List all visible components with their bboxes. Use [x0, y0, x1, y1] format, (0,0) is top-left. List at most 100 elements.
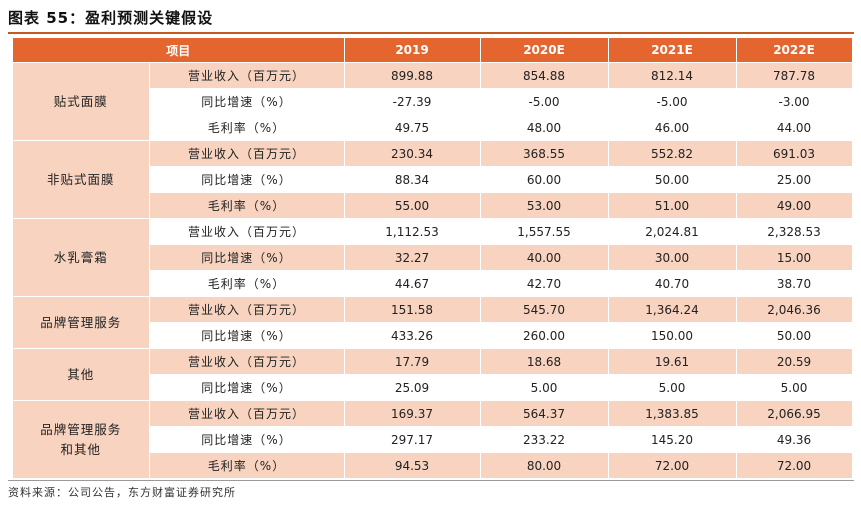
table-row: 毛利率（%） 49.75 48.00 46.00 44.00 [13, 114, 853, 141]
value-cell: 854.88 [480, 62, 609, 89]
group-label-line: 和其他 [60, 441, 101, 457]
value-cell: 545.70 [480, 296, 609, 323]
figure-title: 图表 55：盈利预测关键假设 [8, 9, 214, 27]
value-cell: -5.00 [608, 88, 737, 115]
group-label: 品牌管理服务 [13, 296, 150, 349]
table-row: 毛利率（%） 94.53 80.00 72.00 72.00 [13, 452, 853, 479]
value-cell: 80.00 [480, 452, 609, 479]
value-cell: 691.03 [736, 140, 853, 167]
value-cell: 169.37 [344, 400, 481, 427]
metric-label: 毛利率（%） [149, 270, 345, 297]
value-cell: 30.00 [608, 244, 737, 271]
value-cell: 1,383.85 [608, 400, 737, 427]
header-2019: 2019 [344, 38, 481, 63]
group-label-line: 品牌管理服务 [40, 421, 122, 437]
group-label-line: 贴式面膜 [53, 93, 108, 109]
group-label: 水乳膏霜 [13, 218, 150, 297]
table-row: 同比增速（%） 297.17 233.22 145.20 49.36 [13, 426, 853, 453]
value-cell: 20.59 [736, 348, 853, 375]
value-cell: 49.36 [736, 426, 853, 453]
value-cell: 44.00 [736, 114, 853, 141]
value-cell: 564.37 [480, 400, 609, 427]
value-cell: 787.78 [736, 62, 853, 89]
table-row: 非贴式面膜 营业收入（百万元） 230.34 368.55 552.82 691.03 [13, 140, 853, 219]
assumptions-table: 项目 2019 2020E 2021E 2022E 贴式面膜 营业收入（百万元） 8… [13, 38, 853, 479]
table-row: 水乳膏霜 营业收入（百万元） 1,112.53 1,557.55 2,024.81 2,3… [13, 218, 853, 297]
value-cell: 42.70 [480, 270, 609, 297]
value-cell: -5.00 [480, 88, 609, 115]
value-cell: 50.00 [608, 166, 737, 193]
metric-label: 营业收入（百万元） [149, 218, 345, 245]
value-cell: 88.34 [344, 166, 481, 193]
value-cell: 17.79 [344, 348, 481, 375]
header-row: 项目 2019 2020E 2021E 2022E [13, 38, 853, 63]
group-label: 贴式面膜 [13, 62, 150, 141]
value-cell: 49.00 [736, 192, 853, 219]
value-cell: 812.14 [608, 62, 737, 89]
value-cell: 51.00 [608, 192, 737, 219]
table-row: 品牌管理服务 营业收入（百万元） 151.58 545.70 1,364.24 2,046… [13, 296, 853, 349]
source-note: 资料来源：公司公告，东方财富证券研究所 [8, 486, 236, 499]
value-cell: 368.55 [480, 140, 609, 167]
group-label: 非贴式面膜 [13, 140, 150, 219]
header-2020e: 2020E [480, 38, 609, 63]
metric-label: 营业收入（百万元） [149, 296, 345, 323]
table-row: 同比增速（%） 25.09 5.00 5.00 5.00 [13, 374, 853, 401]
table-row: 同比增速（%） 32.27 40.00 30.00 15.00 [13, 244, 853, 271]
metric-label: 同比增速（%） [149, 426, 345, 453]
metric-label: 毛利率（%） [149, 452, 345, 479]
metric-label: 同比增速（%） [149, 322, 345, 349]
metric-label: 营业收入（百万元） [149, 348, 345, 375]
value-cell: 2,066.95 [736, 400, 853, 427]
metric-label: 同比增速（%） [149, 244, 345, 271]
value-cell: 53.00 [480, 192, 609, 219]
value-cell: 72.00 [608, 452, 737, 479]
value-cell: 19.61 [608, 348, 737, 375]
value-cell: -3.00 [736, 88, 853, 115]
value-cell: 40.00 [480, 244, 609, 271]
value-cell: 49.75 [344, 114, 481, 141]
value-cell: 46.00 [608, 114, 737, 141]
header-item: 项目 [13, 38, 345, 63]
metric-label: 同比增速（%） [149, 374, 345, 401]
value-cell: 230.34 [344, 140, 481, 167]
value-cell: 1,112.53 [344, 218, 481, 245]
value-cell: 25.09 [344, 374, 481, 401]
value-cell: 297.17 [344, 426, 481, 453]
value-cell: 2,046.36 [736, 296, 853, 323]
group-label-line: 非贴式面膜 [46, 171, 115, 187]
metric-label: 同比增速（%） [149, 166, 345, 193]
value-cell: 94.53 [344, 452, 481, 479]
metric-label: 毛利率（%） [149, 192, 345, 219]
value-cell: 151.58 [344, 296, 481, 323]
title-rule [8, 32, 854, 34]
table-row: 毛利率（%） 55.00 53.00 51.00 49.00 [13, 192, 853, 219]
value-cell: 18.68 [480, 348, 609, 375]
header-2021e: 2021E [608, 38, 737, 63]
value-cell: 38.70 [736, 270, 853, 297]
group-label: 品牌管理服务 和其他 [13, 400, 150, 479]
value-cell: 1,364.24 [608, 296, 737, 323]
table-row: 同比增速（%） 433.26 260.00 150.00 50.00 [13, 322, 853, 349]
value-cell: 1,557.55 [480, 218, 609, 245]
table-body: 贴式面膜 营业收入（百万元） 899.88 854.88 812.14 787.78 同比增… [13, 62, 853, 479]
value-cell: 25.00 [736, 166, 853, 193]
source-rule [8, 480, 854, 481]
value-cell: 72.00 [736, 452, 853, 479]
table-row: 其他 营业收入（百万元） 17.79 18.68 19.61 20.59 [13, 348, 853, 401]
value-cell: 40.70 [608, 270, 737, 297]
table-row: 同比增速（%） -27.39 -5.00 -5.00 -3.00 [13, 88, 853, 115]
metric-label: 营业收入（百万元） [149, 62, 345, 89]
metric-label: 营业收入（百万元） [149, 400, 345, 427]
group-label: 其他 [13, 348, 150, 401]
metric-label: 同比增速（%） [149, 88, 345, 115]
value-cell: -27.39 [344, 88, 481, 115]
table-row: 毛利率（%） 44.67 42.70 40.70 38.70 [13, 270, 853, 297]
value-cell: 5.00 [736, 374, 853, 401]
value-cell: 50.00 [736, 322, 853, 349]
value-cell: 433.26 [344, 322, 481, 349]
value-cell: 15.00 [736, 244, 853, 271]
value-cell: 145.20 [608, 426, 737, 453]
value-cell: 55.00 [344, 192, 481, 219]
metric-label: 营业收入（百万元） [149, 140, 345, 167]
